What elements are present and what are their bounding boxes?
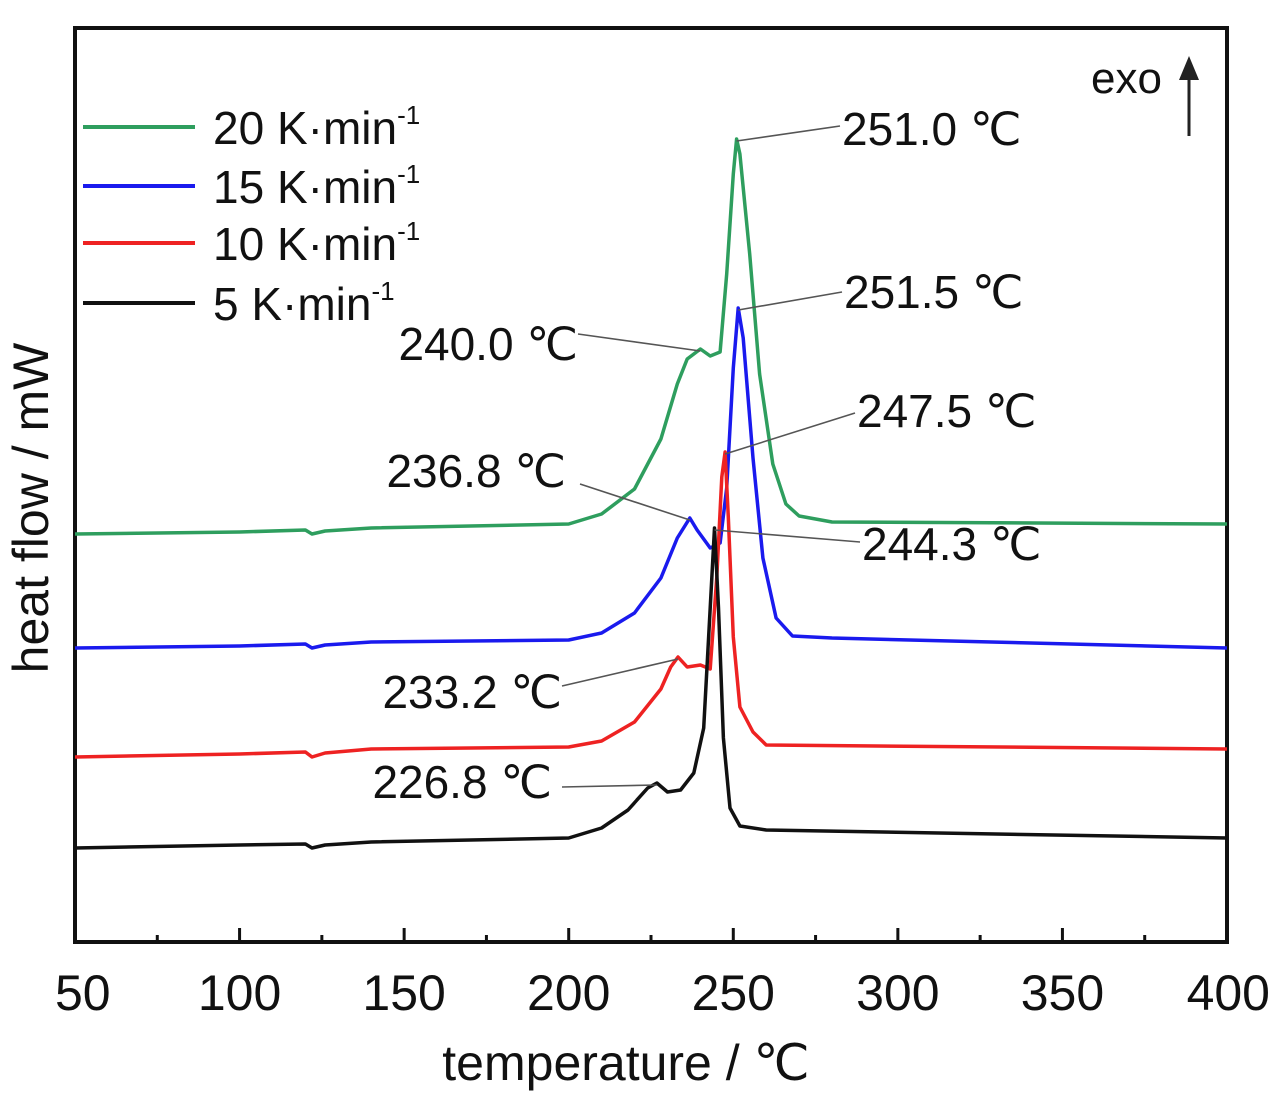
series-line-2: [74, 450, 1228, 759]
annotation-leader: [561, 658, 679, 687]
x-tick-label: 400: [1187, 965, 1270, 1021]
series-line-3: [74, 526, 1228, 850]
legend-label: 10 K·min-1: [213, 216, 420, 270]
annotation-label: 251.5 ℃: [844, 266, 1024, 318]
legend-label: 15 K·min-1: [213, 159, 420, 213]
exo-indicator: exo: [1091, 54, 1199, 136]
annotation-labels: 251.0 ℃ 251.5 ℃ 240.0 ℃ 247.5 ℃ 236.8 ℃ 244.3…: [372, 103, 1041, 808]
legend-label: 20 K·min-1: [213, 100, 420, 154]
series-line-1: [74, 306, 1228, 650]
annotation-label: 233.2 ℃: [382, 666, 562, 718]
x-tick-label: 350: [1021, 965, 1104, 1021]
x-axis-ticks: [73, 928, 1229, 942]
legend: 20 K·min-115 K·min-110 K·min-1 5 K·min-1: [83, 100, 420, 330]
annotation-label: 247.5 ℃: [857, 385, 1037, 437]
annotation-label: 244.3 ℃: [862, 518, 1042, 570]
annotation-leader: [561, 784, 657, 788]
x-tick-label: 50: [55, 965, 111, 1021]
x-tick-label: 300: [856, 965, 939, 1021]
x-tick-label: 200: [527, 965, 610, 1021]
annotation-leaders: [561, 125, 861, 788]
annotation-leader: [736, 125, 841, 142]
annotation-leader: [724, 412, 856, 455]
x-axis-tick-labels: 50 100 150 200 250 300 350 400: [55, 965, 1270, 1021]
x-axis-label: temperature / ℃: [442, 1035, 809, 1091]
legend-label: 5 K·min-1: [213, 276, 395, 330]
series-line-0: [74, 137, 1228, 536]
annotation-label: 240.0 ℃: [398, 318, 578, 370]
annotation-leader: [738, 291, 843, 311]
y-axis-label: heat flow / mW: [3, 342, 59, 673]
series-lines: [74, 137, 1228, 850]
annotation-label: 226.8 ℃: [372, 756, 552, 808]
annotation-leader: [579, 483, 691, 521]
x-tick-label: 150: [362, 965, 445, 1021]
exo-arrowhead-icon: [1179, 56, 1199, 80]
annotation-leader: [714, 529, 861, 543]
annotation-leader: [577, 333, 701, 352]
annotation-label: 236.8 ℃: [386, 445, 566, 497]
annotation-label: 251.0 ℃: [842, 103, 1022, 155]
exo-label: exo: [1091, 54, 1162, 103]
x-tick-label: 250: [692, 965, 775, 1021]
x-tick-label: 100: [198, 965, 281, 1021]
